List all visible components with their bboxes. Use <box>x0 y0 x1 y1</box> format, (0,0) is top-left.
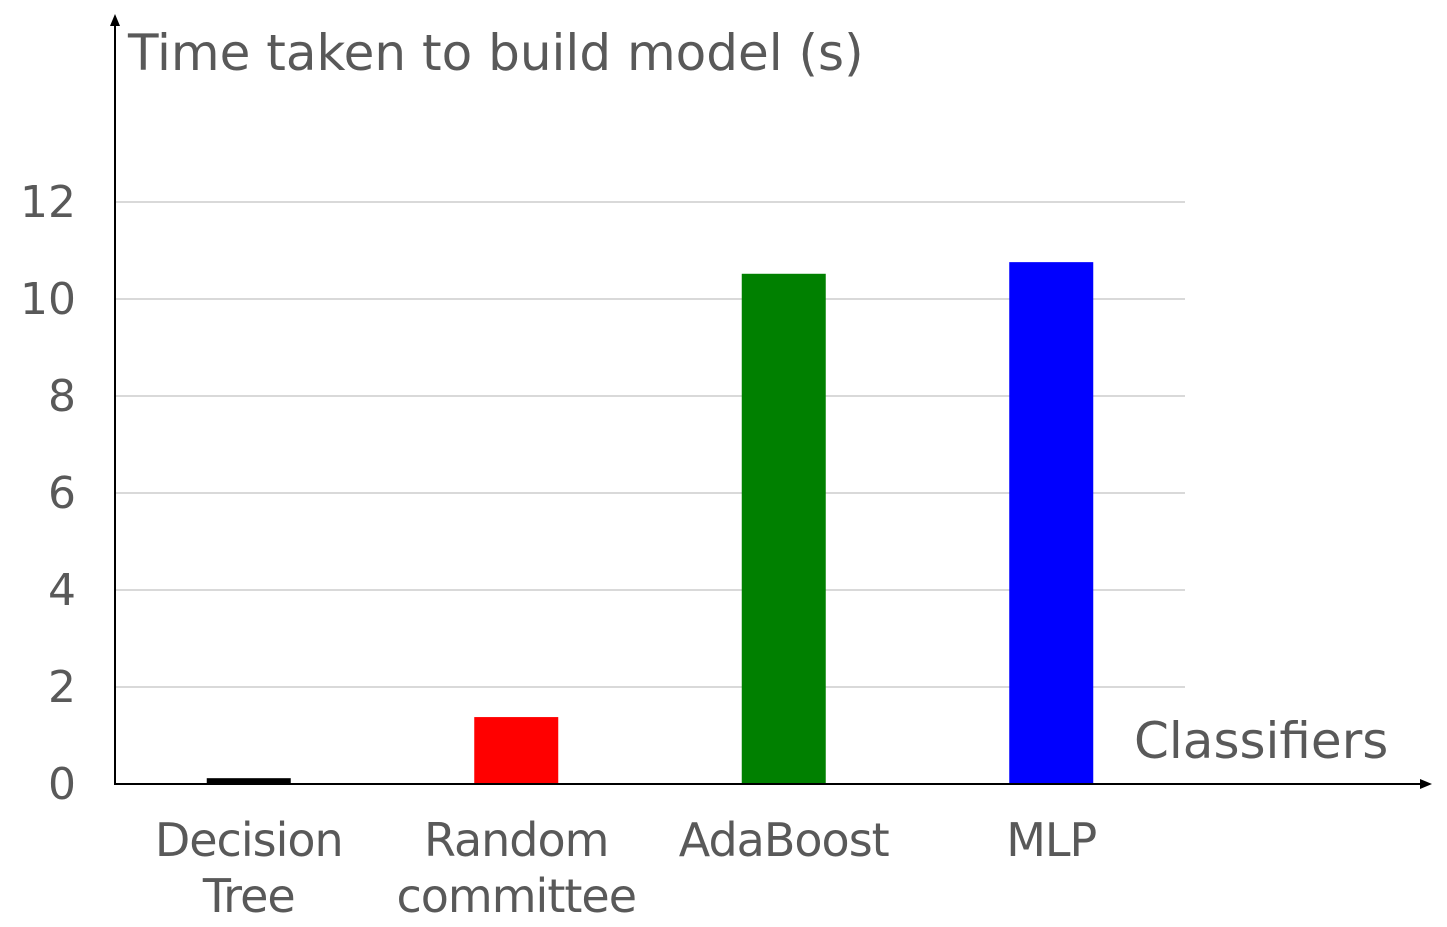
y-tick-label: 6 <box>48 468 76 519</box>
y-tick-label: 0 <box>48 759 76 810</box>
y-tick-label: 10 <box>20 274 76 325</box>
x-tick-label-line: AdaBoost <box>679 813 889 867</box>
x-tick-label: AdaBoost <box>679 813 889 867</box>
gridlines <box>115 201 1185 688</box>
x-tick-labels: Decision Tree Random committee AdaBoost MLP <box>155 813 1098 923</box>
x-axis-arrow-icon <box>1420 779 1432 789</box>
y-tick-label: 2 <box>48 662 76 713</box>
axes <box>110 14 1432 789</box>
bar <box>474 717 559 784</box>
bar <box>741 273 826 784</box>
x-tick-label-line: MLP <box>1006 813 1096 867</box>
x-axis-title: Classifiers <box>1134 712 1388 770</box>
x-tick-label: Decision Tree <box>155 813 343 923</box>
x-tick-label: Random committee <box>396 813 636 923</box>
y-axis-arrow-icon <box>110 14 120 26</box>
y-tick-label: 8 <box>48 371 76 422</box>
x-tick-label-line: Tree <box>202 869 295 923</box>
x-tick-label-line: committee <box>396 869 636 923</box>
bars <box>206 262 1094 784</box>
y-tick-label: 12 <box>20 177 76 228</box>
x-tick-label: MLP <box>1006 813 1096 867</box>
y-tick-labels: 0 2 4 6 8 10 12 <box>20 177 76 810</box>
x-tick-label-line: Decision <box>155 813 343 867</box>
x-tick-label-line: Random <box>424 813 608 867</box>
bar <box>206 778 291 784</box>
bar <box>1009 262 1094 784</box>
y-axis-title: Time taken to build model (s) <box>127 24 864 82</box>
y-tick-label: 4 <box>48 565 76 616</box>
